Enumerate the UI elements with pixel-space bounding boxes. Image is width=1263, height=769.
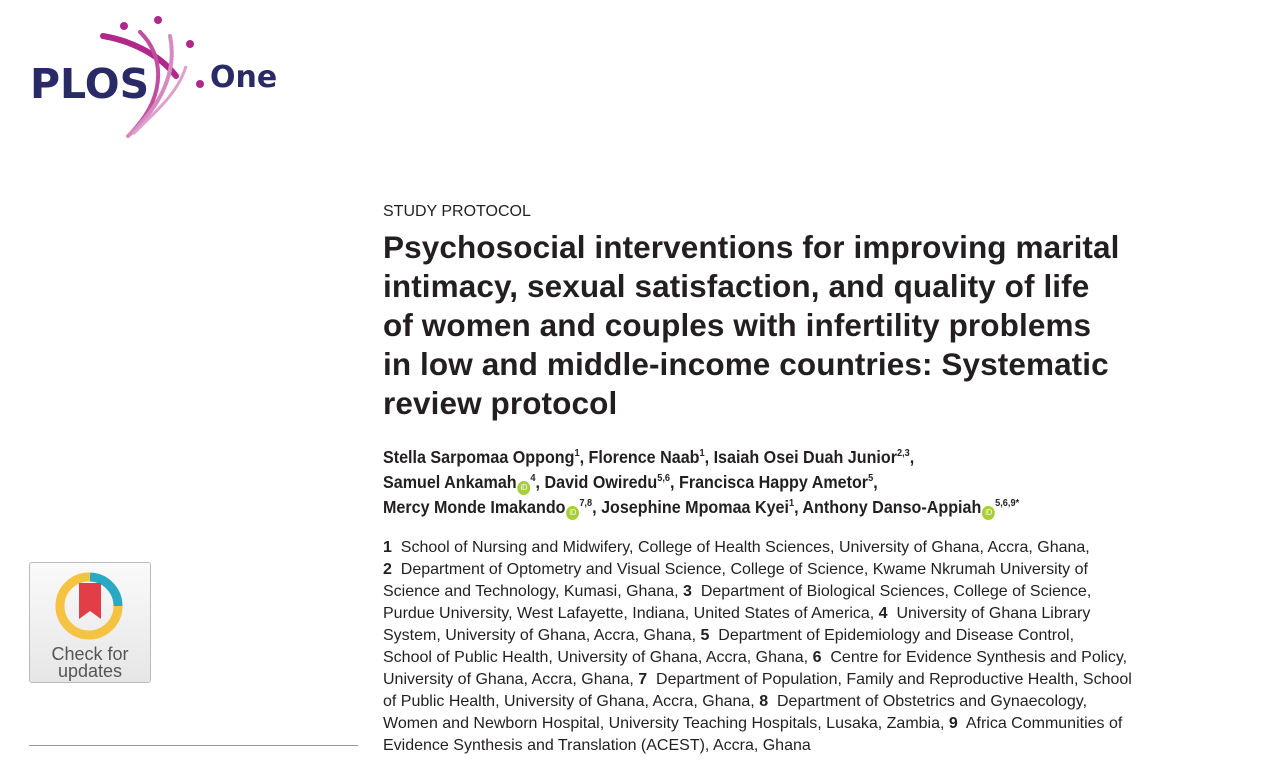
- affiliation-number: 8: [759, 693, 769, 710]
- affiliation-line: Evidence Synthesis and Translation (ACES…: [383, 735, 1243, 757]
- author-affiliation-number: 4: [530, 473, 536, 484]
- logo-swoosh-icon: [100, 16, 204, 138]
- affiliation-text: University of Ghana Library: [887, 605, 1091, 622]
- affiliation-number: 5: [700, 627, 710, 644]
- orcid-icon[interactable]: iD: [566, 506, 580, 520]
- author-separator: ,: [873, 472, 878, 492]
- author-separator: ,: [670, 472, 679, 492]
- affiliation-text: University of Ghana, Accra, Ghana,: [383, 671, 639, 688]
- author-affiliation-number: 2,3: [896, 448, 910, 459]
- author-list: Stella Sarpomaa Oppong1, Florence Naab1,…: [383, 445, 1174, 520]
- author-name[interactable]: Josephine Mpomaa Kyei: [601, 497, 789, 517]
- author-line: Samuel Ankamah iD4, David Owiredu5,6, Fra…: [383, 470, 1174, 495]
- author-separator: ,: [909, 447, 915, 467]
- article-title: Psychosocial interventions for improving…: [383, 228, 1243, 423]
- affiliation-text: Evidence Synthesis and Translation (ACES…: [383, 737, 811, 754]
- affiliation-text: School of Public Health, University of G…: [383, 649, 813, 666]
- author-separator: ,: [704, 447, 714, 467]
- article-header: STUDY PROTOCOL Psychosocial intervention…: [383, 203, 1243, 757]
- orcid-icon[interactable]: iD: [982, 506, 996, 520]
- affiliation-text: Women and Newborn Hospital, University T…: [383, 715, 949, 732]
- plos-one-logo: PLOS One: [28, 14, 288, 139]
- author-affiliation-number: 5,6,9*: [995, 498, 1020, 509]
- affiliation-line: System, University of Ghana, Accra, Ghan…: [383, 625, 1243, 647]
- author-name[interactable]: Mercy Monde Imakando: [383, 497, 566, 517]
- author-affiliation-number: 1: [788, 498, 795, 509]
- check-updates-icon: [55, 572, 123, 640]
- author-affiliation-number: 1: [699, 448, 705, 459]
- author-affiliation-number: 1: [574, 448, 580, 459]
- affiliation-line: School of Public Health, University of G…: [383, 647, 1243, 669]
- affiliation-text: Department of Epidemiology and Disease C…: [709, 627, 1075, 644]
- article-type: STUDY PROTOCOL: [383, 203, 531, 220]
- title-line: of women and couples with infertility pr…: [383, 307, 1092, 343]
- affiliation-text: Africa Communities of: [957, 715, 1123, 732]
- affiliation-number: 2: [383, 561, 392, 578]
- author-line: Stella Sarpomaa Oppong1, Florence Naab1,…: [383, 445, 1174, 470]
- affiliation-line: Women and Newborn Hospital, University T…: [383, 713, 1243, 735]
- logo-journal: One: [210, 60, 278, 95]
- check-for-updates-button[interactable]: Check for updates: [29, 562, 151, 683]
- affiliation-text: Department of Obstetrics and Gynaecology…: [768, 693, 1088, 710]
- badge-line1: Check for: [51, 644, 129, 664]
- divider: [29, 745, 358, 746]
- title-line: Psychosocial interventions for improving…: [383, 229, 1120, 265]
- affiliation-line: University of Ghana, Accra, Ghana, 7 Dep…: [383, 669, 1243, 691]
- affiliation-number: 6: [812, 649, 822, 666]
- affiliation-text: Purdue University, West Lafayette, India…: [383, 605, 879, 622]
- affiliation-number: 7: [638, 671, 648, 688]
- author-separator: ,: [592, 497, 602, 517]
- affiliation-line: Purdue University, West Lafayette, India…: [383, 603, 1243, 625]
- author-affiliation-number: 5: [868, 473, 874, 484]
- author-name[interactable]: Anthony Danso-Appiah: [802, 497, 982, 517]
- affiliation-line: of Public Health, University of Ghana, A…: [383, 691, 1243, 713]
- badge-line2: updates: [57, 661, 123, 681]
- title-line: intimacy, sexual satisfaction, and quali…: [383, 268, 1090, 304]
- affiliation-text: Centre for Evidence Synthesis and Policy…: [821, 649, 1128, 666]
- author-name[interactable]: David Owiredu: [544, 472, 658, 492]
- affiliation-number: 9: [948, 715, 958, 732]
- author-affiliation-number: 5,6: [657, 473, 671, 484]
- author-separator: ,: [794, 497, 803, 517]
- affiliation-text: Department of Biological Sciences, Colle…: [691, 583, 1092, 600]
- affiliation-number: 3: [683, 583, 692, 600]
- affiliation-line: Science and Technology, Kumasi, Ghana, 3…: [383, 581, 1243, 603]
- author-separator: ,: [535, 472, 545, 492]
- orcid-icon[interactable]: iD: [517, 481, 531, 495]
- author-name[interactable]: Florence Naab: [588, 447, 700, 467]
- author-name[interactable]: Stella Sarpomaa Oppong: [383, 447, 575, 467]
- author-separator: ,: [579, 447, 589, 467]
- affiliation-line: 2 Department of Optometry and Visual Sci…: [383, 559, 1243, 581]
- author-name[interactable]: Isaiah Osei Duah Junior: [713, 447, 897, 467]
- title-line: in low and middle-income countries: Syst…: [383, 346, 1109, 382]
- affiliation-line: 1 School of Nursing and Midwifery, Colle…: [383, 537, 1243, 559]
- affiliation-number: 1: [383, 539, 392, 556]
- author-affiliation-number: 7,8: [579, 498, 593, 509]
- affiliations: 1 School of Nursing and Midwifery, Colle…: [383, 537, 1243, 757]
- author-line: Mercy Monde Imakando iD7,8, Josephine Mpo…: [383, 495, 1174, 520]
- affiliation-text: Department of Optometry and Visual Scien…: [391, 561, 1088, 578]
- affiliation-number: 4: [878, 605, 888, 622]
- affiliation-text: Science and Technology, Kumasi, Ghana,: [383, 583, 684, 600]
- affiliation-text: System, University of Ghana, Accra, Ghan…: [383, 627, 701, 644]
- logo-brand: PLOS: [30, 60, 150, 108]
- title-line: review protocol: [383, 385, 618, 421]
- author-name[interactable]: Francisca Happy Ametor: [678, 472, 869, 492]
- affiliation-text: Department of Population, Family and Rep…: [647, 671, 1132, 688]
- affiliation-text: of Public Health, University of Ghana, A…: [383, 693, 760, 710]
- affiliation-text: School of Nursing and Midwifery, College…: [391, 539, 1090, 556]
- author-name[interactable]: Samuel Ankamah: [383, 472, 517, 492]
